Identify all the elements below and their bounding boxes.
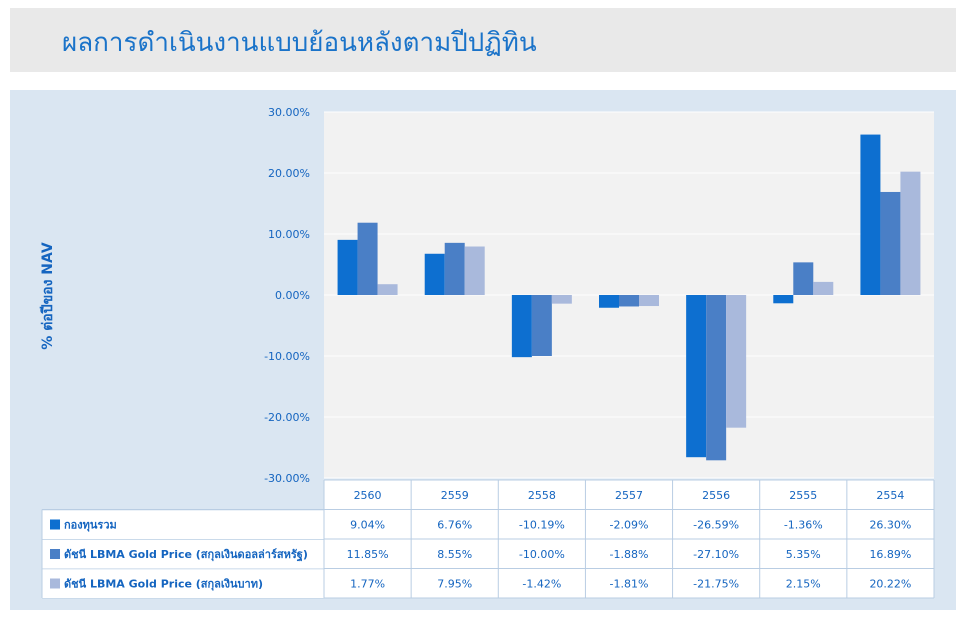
data-label: -10.19% [519, 519, 565, 532]
bar-3-2557 [639, 295, 659, 307]
data-label: -10.00% [519, 548, 565, 561]
legend-label: ดัชนี LBMA Gold Price (สกุลเงินดอลล่าร์ส… [64, 548, 308, 562]
category-label: 2556 [702, 489, 730, 502]
category-label: 2554 [876, 489, 904, 502]
y-tick-label: 30.00% [268, 106, 310, 119]
data-label: 20.22% [869, 578, 911, 591]
y-tick-label: -10.00% [264, 350, 310, 363]
data-label: 16.89% [869, 548, 911, 561]
bar-2-2554 [880, 191, 901, 295]
bar-1-2556 [686, 295, 707, 458]
bar-3-2559 [464, 246, 485, 295]
bar-2-2559 [444, 242, 465, 295]
data-label: 5.35% [786, 548, 821, 561]
legend-cell [42, 510, 324, 539]
bar-2-2556 [706, 295, 727, 461]
data-label: 1.77% [350, 578, 385, 591]
bar-2-2555 [793, 262, 814, 295]
data-label: 7.95% [437, 578, 472, 591]
data-label: 6.76% [437, 519, 472, 532]
data-label: -26.59% [693, 519, 739, 532]
bar-1-2560 [337, 239, 358, 295]
bar-1-2555 [773, 295, 794, 304]
data-label: -1.36% [784, 519, 823, 532]
legend-cell [42, 540, 324, 569]
page-header: ผลการดำเนินงานแบบย้อนหลังตามปีปฏิทิน [10, 8, 956, 72]
bar-3-2554 [900, 171, 921, 295]
legend-cell [42, 569, 324, 598]
bar-2-2560 [357, 222, 378, 295]
data-label: -1.81% [610, 578, 649, 591]
data-label: 9.04% [350, 519, 385, 532]
bar-1-2554 [860, 134, 881, 295]
data-label: 2.15% [786, 578, 821, 591]
bar-3-2560 [377, 284, 398, 295]
bar-3-2556 [726, 295, 747, 428]
data-label: -27.10% [693, 548, 739, 561]
data-label: -21.75% [693, 578, 739, 591]
y-tick-label: -20.00% [264, 411, 310, 424]
bar-1-2557 [599, 295, 619, 308]
data-label: -2.09% [610, 519, 649, 532]
legend-swatch [50, 549, 60, 559]
bar-3-2558 [551, 295, 572, 304]
legend-swatch [50, 519, 60, 530]
y-tick-label: 20.00% [268, 167, 310, 180]
bar-3-2555 [813, 281, 834, 295]
bar-1-2559 [424, 253, 445, 295]
data-label: 8.55% [437, 548, 472, 561]
legend-label: กองทุนรวม [64, 519, 117, 533]
bar-2-2558 [531, 295, 552, 356]
data-label: 11.85% [347, 548, 389, 561]
data-label: -1.88% [610, 548, 649, 561]
page-title: ผลการดำเนินงานแบบย้อนหลังตามปีปฏิทิน [62, 28, 537, 58]
category-label: 2560 [354, 489, 382, 502]
y-axis-label: % ต่อปีของ NAV [40, 242, 56, 350]
y-tick-label: 10.00% [268, 228, 310, 241]
data-label: 26.30% [869, 519, 911, 532]
legend-label: ดัชนี LBMA Gold Price (สกุลเงินบาท) [64, 578, 263, 592]
category-label: 2555 [789, 489, 817, 502]
legend-swatch [50, 578, 60, 589]
y-tick-label: 0.00% [275, 289, 310, 302]
data-label: -1.42% [522, 578, 561, 591]
bar-2-2557 [619, 295, 639, 307]
y-tick-label: -30.00% [264, 472, 310, 485]
category-label: 2559 [441, 489, 469, 502]
category-label: 2557 [615, 489, 643, 502]
category-label: 2558 [528, 489, 556, 502]
bar-1-2558 [511, 295, 532, 358]
